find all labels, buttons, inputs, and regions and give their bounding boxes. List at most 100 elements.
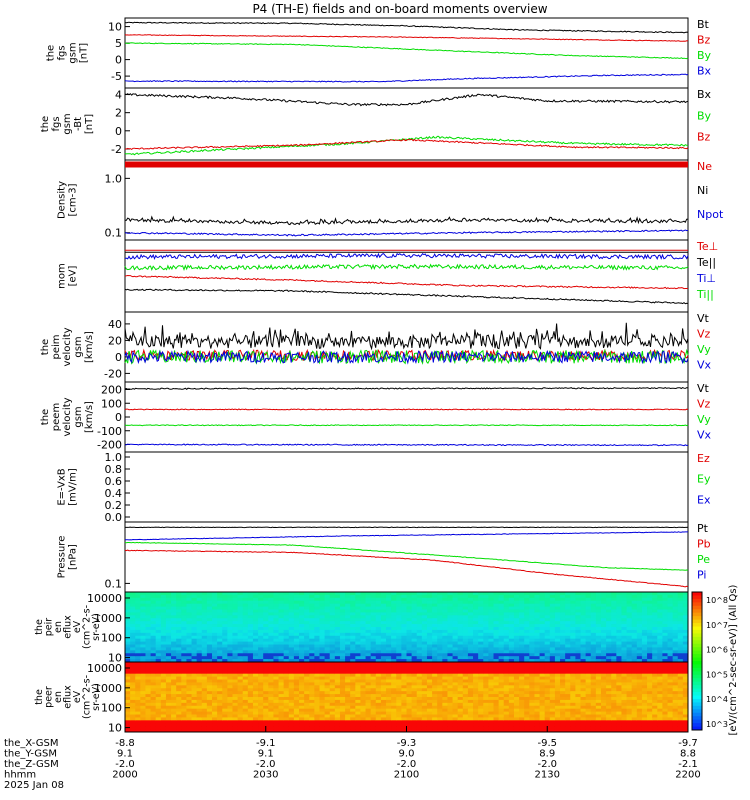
spectrogram-cell (560, 691, 566, 695)
spectrogram-cell (252, 670, 259, 675)
spectrogram-cell (682, 644, 689, 648)
spectrogram-cell (227, 691, 233, 695)
spectrogram-cell (652, 597, 658, 602)
spectrogram-cell (273, 592, 280, 596)
spectrogram-cell (534, 659, 541, 663)
spectrogram-cell (457, 641, 464, 645)
spectrogram-cell (365, 676, 372, 680)
spectrogram-cell (488, 615, 495, 619)
spectrogram-cell (227, 627, 233, 631)
spectrogram-cell (186, 691, 193, 695)
spectrogram-cell (467, 635, 474, 640)
spectrogram-cell (176, 609, 182, 613)
spectrogram-cell (560, 688, 566, 692)
spectrogram-cell (324, 691, 331, 695)
spectrogram-cell (293, 691, 300, 695)
spectrogram-cell (217, 629, 223, 634)
spectrogram-cell (350, 699, 356, 704)
spectrogram-cell (155, 644, 162, 648)
spectrogram-cell (206, 656, 213, 660)
spectrogram-cell (519, 647, 525, 651)
spectrogram-cell (483, 635, 489, 640)
spectrogram-cell (432, 708, 438, 713)
spectrogram-cell (554, 676, 561, 680)
spectrogram-cell (544, 641, 551, 645)
spectrogram-cell (171, 659, 177, 663)
spectrogram-cell (662, 592, 669, 596)
spectrogram-cell (252, 641, 259, 645)
spectrogram-cell (457, 603, 464, 608)
spectrogram-cell (150, 714, 157, 718)
spectrogram-cell (196, 600, 203, 605)
spectrogram-cell (258, 597, 264, 602)
spectrogram-cell (421, 600, 428, 605)
spectrogram-cell (437, 667, 443, 672)
spectrogram-cell (677, 594, 684, 599)
spectrogram-cell (293, 688, 300, 692)
spectrogram-cell (339, 609, 346, 613)
spectrogram-cell (386, 729, 392, 733)
spectrogram-cell (339, 650, 346, 654)
spectrogram-cell (252, 664, 259, 669)
spectrogram-cell (488, 726, 495, 730)
spectrogram-cell (380, 726, 387, 730)
spectrogram-cell (534, 609, 541, 613)
spectrogram-cell (171, 667, 177, 672)
spectrogram-cell (237, 662, 244, 666)
spectrogram-cell (575, 714, 582, 718)
spectrogram-cell (452, 691, 459, 695)
spectrogram-cell (334, 679, 341, 683)
spectrogram-cell (498, 621, 505, 625)
spectrogram-cell (457, 705, 464, 710)
spectrogram-cell (529, 615, 535, 619)
spectrogram-cell (283, 705, 290, 710)
spectrogram-cell (631, 603, 638, 608)
spectrogram-cell (176, 723, 182, 727)
spectrogram-cell (575, 726, 582, 730)
spectrogram-cell (299, 644, 305, 648)
spectrogram-cell (247, 624, 254, 628)
spectrogram-cell (227, 705, 233, 710)
spectrogram-cell (350, 729, 356, 733)
spectrogram-cell (534, 682, 541, 686)
spectrogram-cell (181, 723, 187, 727)
spectrogram-cell (252, 647, 259, 651)
spectrogram-cell (339, 694, 346, 698)
spectrogram-cell (401, 729, 407, 733)
spectrogram-cell (176, 685, 182, 689)
spectrogram-cell (339, 603, 346, 608)
spectrogram-cell (560, 592, 566, 596)
spectrogram-cell (442, 594, 448, 599)
spectrogram-cell (268, 705, 274, 710)
spectrogram-cell (278, 606, 285, 610)
spectrogram-cell (288, 685, 295, 689)
spectrogram-cell (350, 606, 356, 610)
spectrogram-cell (473, 600, 479, 605)
spectrogram-cell (447, 603, 454, 608)
spectrogram-cell (135, 667, 141, 672)
spectrogram-cell (519, 618, 525, 622)
spectrogram-cell (288, 667, 295, 672)
spectrogram-cell (263, 592, 269, 596)
spectrogram-cell (324, 629, 331, 634)
spectrogram-cell (616, 647, 622, 651)
spectrogram-cell (309, 635, 315, 640)
spectrogram-cell (432, 659, 438, 663)
spectrogram-cell (519, 659, 525, 663)
spectrogram-cell (667, 615, 674, 619)
spectrogram-cell (452, 729, 459, 733)
spectrogram-cell (380, 702, 387, 707)
spectrogram-cell (304, 638, 310, 643)
spectrogram-cell (375, 662, 382, 666)
spectrogram-cell (222, 635, 228, 640)
spectrogram-cell (406, 629, 413, 634)
spectrogram-cell (462, 685, 469, 689)
spectrogram-cell (125, 667, 131, 672)
spectrogram-cell (252, 653, 259, 657)
spectrogram-cell (299, 638, 305, 643)
spectrogram-cell (503, 708, 510, 713)
spectrogram-cell (473, 682, 479, 686)
spectrogram-cell (375, 679, 382, 683)
spectrogram-cell (232, 717, 239, 721)
spectrogram-cell (263, 621, 269, 625)
